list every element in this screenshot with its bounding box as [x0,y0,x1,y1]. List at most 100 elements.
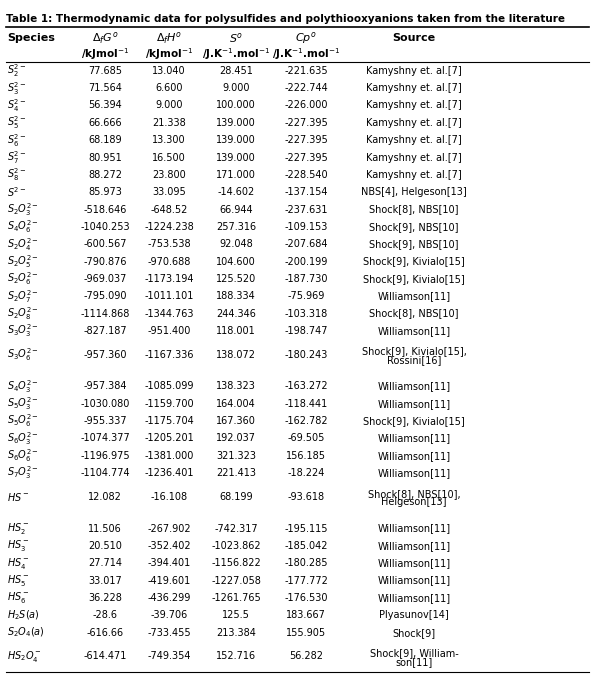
Text: -180.285: -180.285 [284,558,328,568]
Text: -185.042: -185.042 [284,541,328,551]
Text: -1085.099: -1085.099 [145,381,194,391]
Text: -352.402: -352.402 [148,541,191,551]
Text: $S_2O_8^{2-}$: $S_2O_8^{2-}$ [7,305,39,322]
Text: Shock[8], NBS[10]: Shock[8], NBS[10] [369,205,459,215]
Text: 68.189: 68.189 [88,135,122,145]
Text: -1156.822: -1156.822 [211,558,261,568]
Text: 13.040: 13.040 [152,66,186,76]
Text: $Cp^o$: $Cp^o$ [295,30,317,46]
Text: $S_2O_3^{2-}$: $S_2O_3^{2-}$ [7,201,39,218]
Text: -18.224: -18.224 [287,468,325,478]
Text: -14.602: -14.602 [218,187,255,197]
Text: Williamson[11]: Williamson[11] [378,291,450,301]
Text: 56.282: 56.282 [289,651,323,662]
Text: Plyasunov[14]: Plyasunov[14] [379,610,449,620]
Text: 213.384: 213.384 [217,628,256,638]
Text: 125.5: 125.5 [223,610,250,620]
Text: 66.666: 66.666 [88,118,122,128]
Text: 27.714: 27.714 [88,558,122,568]
Text: -163.272: -163.272 [284,381,328,391]
Text: -228.540: -228.540 [284,170,328,180]
Text: Source: Source [393,33,436,43]
Text: $S_3O_6^{2-}$: $S_3O_6^{2-}$ [7,346,39,363]
Text: -16.108: -16.108 [151,492,188,502]
Text: son[11]: son[11] [396,657,433,667]
Text: 33.017: 33.017 [88,576,122,586]
Text: -648.52: -648.52 [151,205,188,215]
Text: -177.772: -177.772 [284,576,328,586]
Text: -1023.862: -1023.862 [211,541,261,551]
Text: 85.973: 85.973 [88,187,122,197]
Text: -200.199: -200.199 [284,256,328,267]
Text: 244.346: 244.346 [217,308,256,319]
Text: Shock[9], Kivialo[15]: Shock[9], Kivialo[15] [363,256,465,267]
Text: -1074.377: -1074.377 [80,433,130,443]
Text: Williamson[11]: Williamson[11] [378,576,450,586]
Text: Kamyshny et. al.[7]: Kamyshny et. al.[7] [367,118,462,128]
Text: -951.400: -951.400 [148,326,191,336]
Text: $HS^-$: $HS^-$ [7,491,30,503]
Text: 183.667: 183.667 [286,610,326,620]
Text: Williamson[11]: Williamson[11] [378,593,450,603]
Text: 68.199: 68.199 [220,492,253,502]
Text: $\Delta_f G^o$: $\Delta_f G^o$ [92,30,118,46]
Text: $H_2S(a)$: $H_2S(a)$ [7,608,40,622]
Text: 139.000: 139.000 [217,153,256,163]
Text: Shock[9], William-: Shock[9], William- [369,648,459,658]
Text: Rossini[16]: Rossini[16] [387,355,441,365]
Text: 33.095: 33.095 [152,187,186,197]
Text: -742.317: -742.317 [214,524,258,533]
Text: -118.441: -118.441 [284,399,328,409]
Text: Kamyshny et. al.[7]: Kamyshny et. al.[7] [367,170,462,180]
Text: 104.600: 104.600 [217,256,256,267]
Text: Williamson[11]: Williamson[11] [378,558,450,568]
Text: 138.323: 138.323 [217,381,256,391]
Text: Helgeson[13]: Helgeson[13] [381,497,447,507]
Text: 16.500: 16.500 [152,153,186,163]
Text: 257.316: 257.316 [216,222,256,232]
Text: $S_2O_6^{2-}$: $S_2O_6^{2-}$ [7,271,39,288]
Text: 125.520: 125.520 [216,274,256,284]
Text: -616.66: -616.66 [86,628,124,638]
Text: -614.471: -614.471 [83,651,127,662]
Text: -795.090: -795.090 [83,291,127,301]
Text: $S_5O_6^{2-}$: $S_5O_6^{2-}$ [7,412,39,429]
Text: Williamson[11]: Williamson[11] [378,381,450,391]
Text: 28.451: 28.451 [220,66,253,76]
Text: NBS[4], Helgeson[13]: NBS[4], Helgeson[13] [361,187,467,197]
Text: Kamyshny et. al.[7]: Kamyshny et. al.[7] [367,101,462,111]
Text: -109.153: -109.153 [284,222,328,232]
Text: 188.334: 188.334 [217,291,256,301]
Text: 221.413: 221.413 [216,468,256,478]
Text: $S_4O_6^{2-}$: $S_4O_6^{2-}$ [7,219,39,236]
Text: /J.K$^{-1}$.mol$^{-1}$: /J.K$^{-1}$.mol$^{-1}$ [272,47,340,62]
Text: -600.567: -600.567 [83,239,127,249]
Text: 9.000: 9.000 [223,83,250,93]
Text: 13.300: 13.300 [152,135,186,145]
Text: Shock[9], Kivialo[15]: Shock[9], Kivialo[15] [363,416,465,426]
Text: -93.618: -93.618 [288,492,325,502]
Text: Williamson[11]: Williamson[11] [378,326,450,336]
Text: 171.000: 171.000 [217,170,256,180]
Text: 36.228: 36.228 [88,593,122,603]
Text: -1011.101: -1011.101 [145,291,194,301]
Text: 77.685: 77.685 [88,66,122,76]
Text: -227.395: -227.395 [284,135,328,145]
Text: $S_2^{2-}$: $S_2^{2-}$ [7,62,27,79]
Text: 6.600: 6.600 [155,83,183,93]
Text: $HS_2O_4^-$: $HS_2O_4^-$ [7,649,42,664]
Text: 118.001: 118.001 [217,326,256,336]
Text: Kamyshny et. al.[7]: Kamyshny et. al.[7] [367,66,462,76]
Text: $S_5O_3^{2-}$: $S_5O_3^{2-}$ [7,396,39,412]
Text: -1196.975: -1196.975 [80,451,130,461]
Text: 80.951: 80.951 [88,153,122,163]
Text: -1344.763: -1344.763 [145,308,194,319]
Text: Shock[8], NBS[10]: Shock[8], NBS[10] [369,308,459,319]
Text: -75.969: -75.969 [287,291,325,301]
Text: -957.360: -957.360 [83,350,127,360]
Text: -749.354: -749.354 [148,651,191,662]
Text: $S_8^{2-}$: $S_8^{2-}$ [7,167,27,183]
Text: $S_3^{2-}$: $S_3^{2-}$ [7,80,27,97]
Text: 88.272: 88.272 [88,170,122,180]
Text: 321.323: 321.323 [216,451,256,461]
